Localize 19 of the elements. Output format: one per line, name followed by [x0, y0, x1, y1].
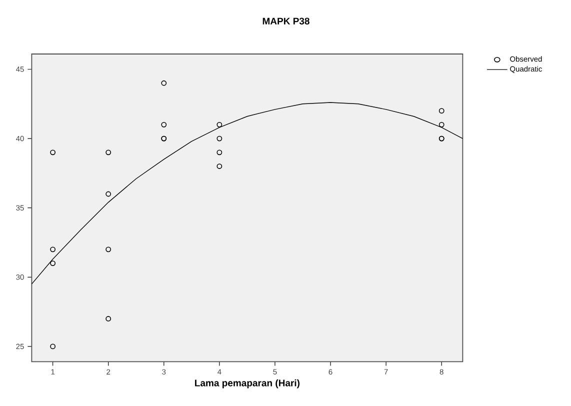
point	[106, 246, 112, 252]
point	[50, 246, 56, 252]
point	[216, 150, 222, 156]
point	[161, 122, 167, 128]
point	[161, 80, 167, 86]
point	[50, 260, 56, 266]
point	[50, 344, 56, 350]
point	[438, 122, 444, 128]
point	[438, 108, 444, 114]
line-series	[32, 102, 463, 284]
point	[216, 164, 222, 169]
point	[216, 136, 222, 142]
point	[106, 150, 112, 156]
point	[106, 191, 112, 197]
chart-title: MAPK P38	[262, 18, 310, 24]
point	[216, 122, 222, 128]
x-axis-title: Lama pemaparan (Hari)	[195, 379, 300, 388]
point	[50, 150, 56, 156]
point	[106, 316, 112, 322]
